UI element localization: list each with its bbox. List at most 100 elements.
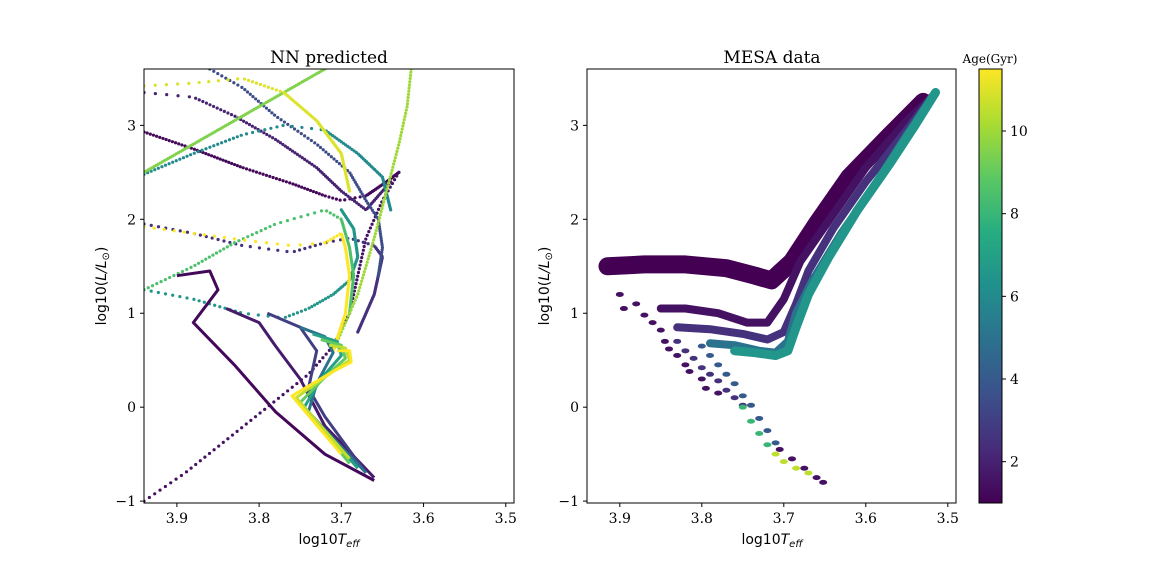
track-point [240, 426, 244, 430]
track-point [264, 241, 269, 245]
scatter-point [792, 465, 801, 471]
track-point [372, 238, 376, 242]
scatter-point [706, 371, 714, 377]
track-point [367, 203, 371, 208]
track-point [378, 227, 382, 231]
track-point [379, 239, 384, 243]
track-point [231, 136, 235, 140]
track-point [397, 170, 401, 174]
scatter-point [738, 393, 747, 399]
track-point [307, 306, 311, 310]
colorbar-title: Age(Gyr) [962, 52, 1018, 66]
main-sequence-track [266, 311, 368, 474]
track-point [299, 215, 303, 219]
track-point [288, 147, 292, 152]
track-point [212, 155, 217, 159]
track-point [263, 128, 267, 132]
track-point [395, 149, 399, 153]
track-point [235, 429, 239, 433]
track-point [305, 187, 310, 191]
track-point [369, 247, 373, 252]
track-point [292, 217, 296, 221]
track-point [380, 206, 384, 210]
track-point [250, 124, 254, 128]
colorbar: Age(Gyr) 2 4 6 8 10 [962, 52, 1028, 504]
track-point [343, 320, 348, 324]
track-point [321, 356, 325, 360]
track-point [355, 182, 359, 187]
track-point [201, 99, 205, 104]
track-point [192, 231, 196, 236]
track-point [281, 123, 285, 128]
track-point [282, 120, 287, 124]
y-tick-label: 0 [127, 400, 136, 416]
track-point [389, 208, 393, 212]
track-point [180, 143, 184, 147]
track-point [319, 209, 324, 213]
track-point [357, 202, 361, 207]
track-point [380, 246, 385, 250]
track-point [212, 448, 216, 452]
track-point [320, 193, 324, 197]
track-point [359, 259, 363, 263]
track-point [353, 298, 357, 302]
track-point [174, 477, 178, 481]
track-point [268, 224, 272, 229]
track-point [355, 201, 359, 205]
track-point [192, 151, 196, 155]
track-point [250, 80, 255, 84]
track-band [730, 88, 940, 360]
track-point [353, 285, 357, 289]
track-point [332, 157, 336, 161]
track-point [229, 243, 233, 247]
track-point [248, 168, 252, 172]
track-point [208, 103, 212, 107]
scatter-point [619, 306, 628, 312]
axes-frame [586, 68, 957, 504]
track-point [251, 130, 255, 135]
track-point [384, 190, 388, 195]
track-point [346, 314, 350, 318]
scatter-point [722, 371, 731, 377]
track-point [300, 185, 304, 189]
track-point [274, 176, 279, 181]
track-point [356, 185, 360, 189]
track-point [378, 260, 382, 264]
track-point [299, 131, 303, 136]
track-point [254, 170, 259, 174]
track-point [286, 243, 290, 247]
track-point [357, 267, 361, 271]
track-point [278, 178, 282, 182]
scatter-point [763, 442, 772, 448]
scatter-point [648, 320, 657, 326]
track-point [172, 229, 176, 233]
track-point [273, 137, 278, 142]
track-point [346, 194, 350, 198]
track-point [216, 142, 220, 146]
track-point [192, 297, 196, 301]
track-point [364, 263, 368, 267]
track-point [362, 244, 366, 249]
track-point [188, 153, 193, 157]
track-point [232, 241, 237, 245]
track-point [230, 433, 235, 437]
track-point [372, 210, 376, 215]
track-point [262, 84, 266, 88]
track-point [149, 289, 153, 293]
track-point [286, 389, 290, 393]
track-point [193, 263, 197, 267]
track-point [276, 248, 280, 252]
track-point [230, 161, 234, 166]
y-tick-label: 2 [570, 212, 579, 228]
track-point [272, 400, 276, 404]
track-point [367, 254, 371, 258]
track-point [297, 248, 302, 252]
track-point [313, 141, 317, 145]
track-point [339, 189, 344, 193]
x-tick-label: 3.7 [773, 511, 795, 527]
track-point [342, 323, 346, 328]
track-point [321, 298, 325, 302]
track-point [379, 257, 383, 261]
track-point [364, 237, 368, 241]
